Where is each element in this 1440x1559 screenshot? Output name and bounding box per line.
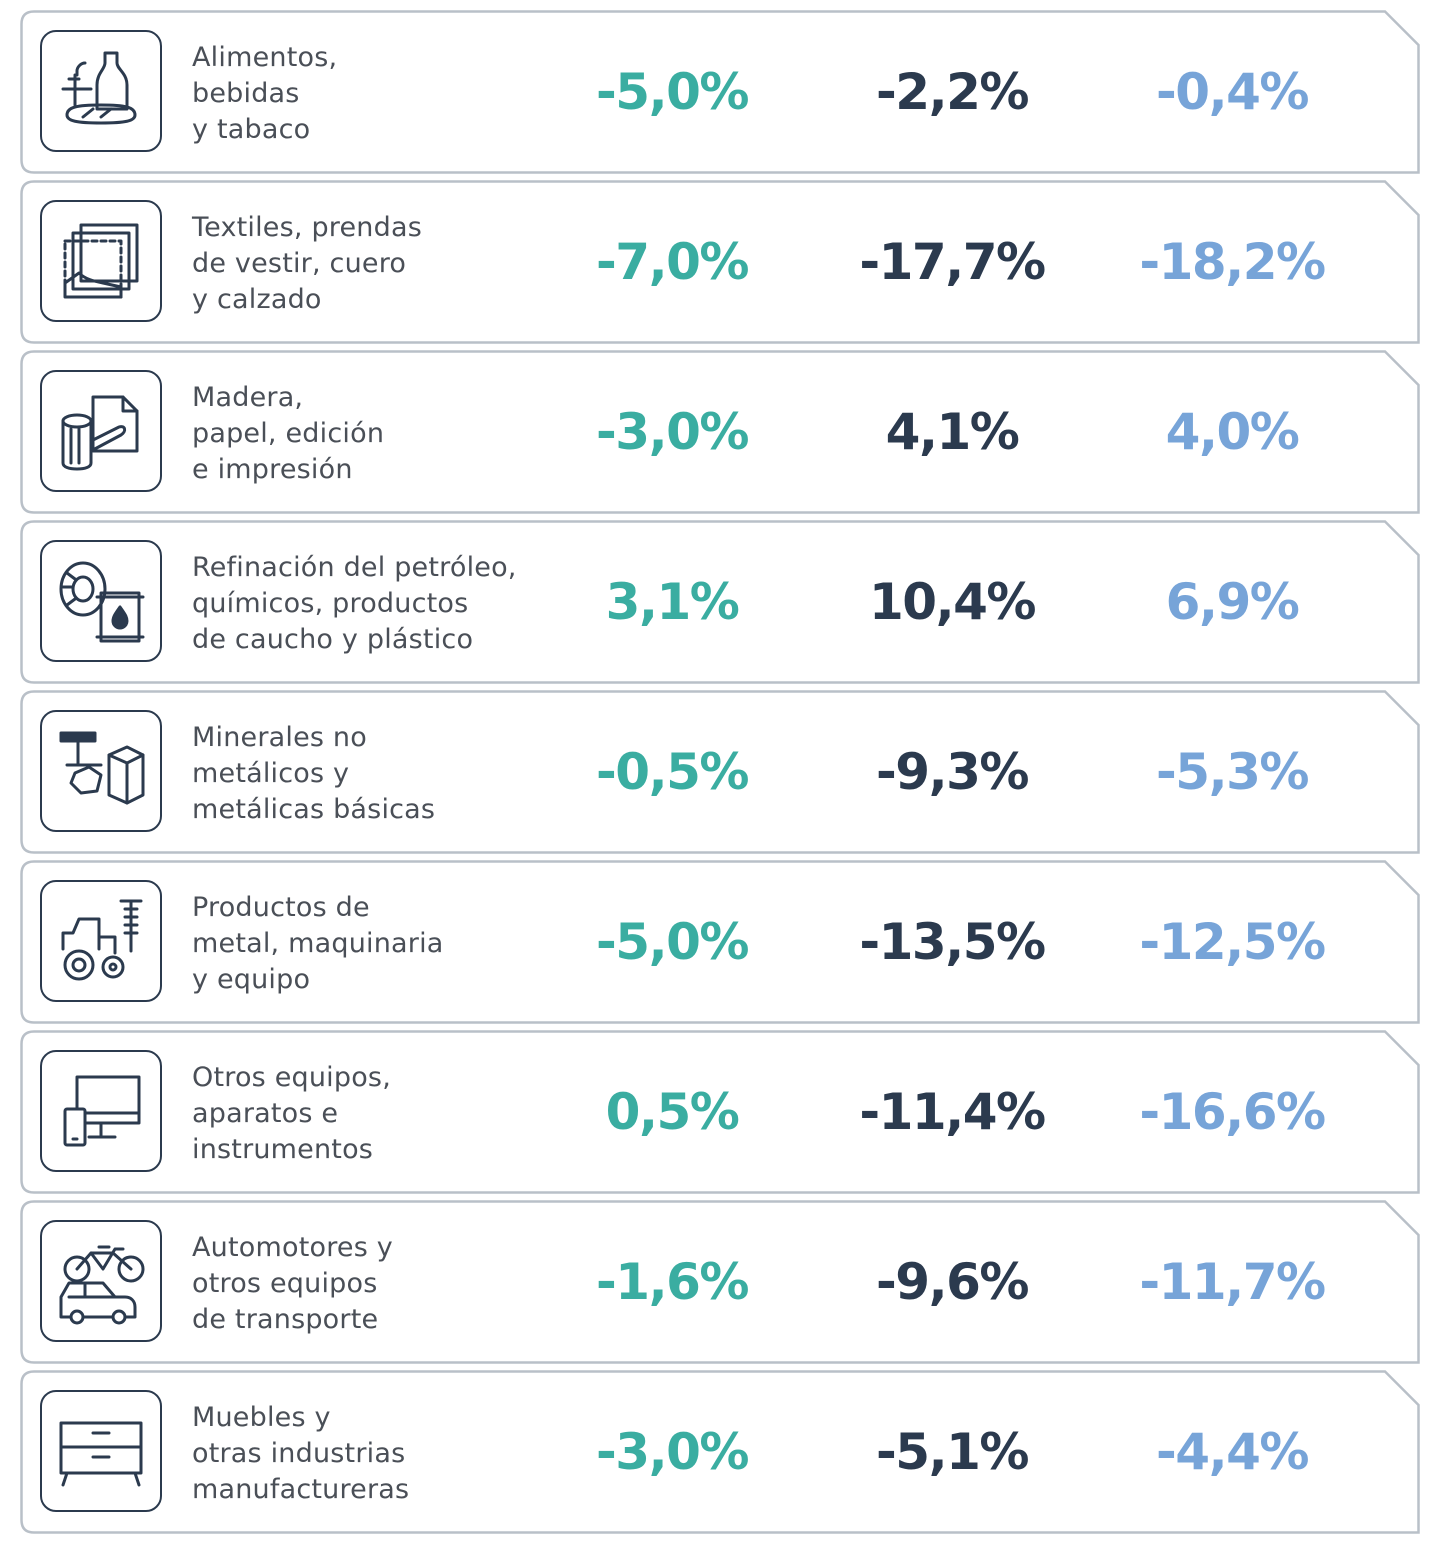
- category-label-line: Productos de: [192, 892, 370, 923]
- category-label-line: Textiles, prendas: [192, 212, 422, 243]
- value-column-1: -7,0%: [596, 233, 749, 291]
- category-label: Productos de metal, maquinaria y equipo: [192, 890, 572, 998]
- tire-oil-drum-icon: [40, 540, 162, 662]
- value-column-3: 6,9%: [1165, 573, 1300, 631]
- industry-row: Alimentos, bebidas y tabaco -5,0% -2,2% -0,4%: [20, 10, 1420, 174]
- category-label-line: Minerales no: [192, 722, 367, 753]
- row-card: [20, 1370, 1420, 1534]
- row-card: [20, 520, 1420, 684]
- category-label-line: aparatos e: [192, 1098, 339, 1129]
- value-column-3: -18,2%: [1139, 233, 1326, 291]
- value-column-1: -3,0%: [596, 1423, 749, 1481]
- category-label-line: de caucho y plástico: [192, 624, 474, 655]
- value-column-3: -5,3%: [1156, 743, 1309, 801]
- category-label: Minerales no metálicos y metálicas básicas: [192, 720, 572, 828]
- bottle-bread-icon: [40, 30, 162, 152]
- category-label-line: Refinación del petróleo,: [192, 552, 517, 583]
- furniture-icon: [40, 1390, 162, 1512]
- value-column-2: -17,7%: [859, 233, 1046, 291]
- category-label-line: Alimentos,: [192, 42, 338, 73]
- value-column-1: 3,1%: [605, 573, 740, 631]
- industry-row: Madera, papel, edición e impresión -3,0% 4,1…: [20, 350, 1420, 514]
- value-column-1: 0,5%: [605, 1083, 740, 1141]
- industry-table: Alimentos, bebidas y tabaco -5,0% -2,2% -0,4%…: [20, 10, 1420, 1540]
- category-label-line: instrumentos: [192, 1134, 374, 1165]
- category-label-line: Otros equipos,: [192, 1062, 391, 1093]
- category-label-line: y equipo: [192, 964, 311, 995]
- industry-row: Refinación del petróleo, químicos, produc…: [20, 520, 1420, 684]
- value-column-2: -9,3%: [876, 743, 1029, 801]
- row-card: [20, 180, 1420, 344]
- fabric-shoe-icon: [40, 200, 162, 322]
- row-card: [20, 1030, 1420, 1194]
- industry-row: Minerales no metálicos y metálicas básicas…: [20, 690, 1420, 854]
- value-column-3: -11,7%: [1139, 1253, 1326, 1311]
- category-label-line: Automotores y: [192, 1232, 393, 1263]
- category-label-line: otras industrias: [192, 1438, 406, 1469]
- row-card: [20, 1200, 1420, 1364]
- minerals-metal-icon: [40, 710, 162, 832]
- value-column-3: -0,4%: [1156, 63, 1309, 121]
- category-label-line: metal, maquinaria: [192, 928, 444, 959]
- category-label: Madera, papel, edición e impresión: [192, 380, 572, 488]
- monitor-phone-icon: [40, 1050, 162, 1172]
- category-label-line: de vestir, cuero: [192, 248, 407, 279]
- value-column-1: -5,0%: [596, 63, 749, 121]
- category-label-line: Muebles y: [192, 1402, 331, 1433]
- category-label: Otros equipos, aparatos e instrumentos: [192, 1060, 572, 1168]
- wood-paper-icon: [40, 370, 162, 492]
- category-label-line: bebidas: [192, 78, 300, 109]
- value-column-3: -4,4%: [1156, 1423, 1309, 1481]
- industry-row: Textiles, prendas de vestir, cuero y calza…: [20, 180, 1420, 344]
- row-card: [20, 350, 1420, 514]
- category-label-line: otros equipos: [192, 1268, 378, 1299]
- industry-row: Productos de metal, maquinaria y equipo -5,…: [20, 860, 1420, 1024]
- category-label-line: e impresión: [192, 454, 353, 485]
- category-label-line: de transporte: [192, 1304, 379, 1335]
- value-column-2: 10,4%: [869, 573, 1036, 631]
- value-column-2: -13,5%: [859, 913, 1046, 971]
- industry-row: Muebles y otras industrias manufactureras -…: [20, 1370, 1420, 1534]
- industry-row: Otros equipos, aparatos e instrumentos 0,5%…: [20, 1030, 1420, 1194]
- value-column-2: 4,1%: [885, 403, 1020, 461]
- category-label-line: Madera,: [192, 382, 304, 413]
- value-column-1: -5,0%: [596, 913, 749, 971]
- value-column-1: -3,0%: [596, 403, 749, 461]
- value-column-3: -12,5%: [1139, 913, 1326, 971]
- industry-row: Automotores y otros equipos de transporte -…: [20, 1200, 1420, 1364]
- category-label: Refinación del petróleo, químicos, produc…: [192, 550, 572, 658]
- value-column-3: 4,0%: [1165, 403, 1300, 461]
- value-column-2: -11,4%: [859, 1083, 1046, 1141]
- value-column-3: -16,6%: [1139, 1083, 1326, 1141]
- tractor-screw-icon: [40, 880, 162, 1002]
- row-card: [20, 860, 1420, 1024]
- category-label-line: manufactureras: [192, 1474, 410, 1505]
- category-label-line: químicos, productos: [192, 588, 469, 619]
- value-column-2: -5,1%: [876, 1423, 1029, 1481]
- row-card: [20, 690, 1420, 854]
- category-label: Automotores y otros equipos de transporte: [192, 1230, 572, 1338]
- category-label: Alimentos, bebidas y tabaco: [192, 40, 572, 148]
- value-column-1: -1,6%: [596, 1253, 749, 1311]
- row-card: [20, 10, 1420, 174]
- value-column-1: -0,5%: [596, 743, 749, 801]
- car-bicycle-icon: [40, 1220, 162, 1342]
- value-column-2: -9,6%: [876, 1253, 1029, 1311]
- category-label-line: metálicos y: [192, 758, 350, 789]
- category-label: Muebles y otras industrias manufactureras: [192, 1400, 572, 1508]
- category-label-line: metálicas básicas: [192, 794, 436, 825]
- category-label-line: y calzado: [192, 284, 322, 315]
- value-column-2: -2,2%: [876, 63, 1029, 121]
- category-label-line: y tabaco: [192, 114, 311, 145]
- category-label: Textiles, prendas de vestir, cuero y calza…: [192, 210, 572, 318]
- category-label-line: papel, edición: [192, 418, 385, 449]
